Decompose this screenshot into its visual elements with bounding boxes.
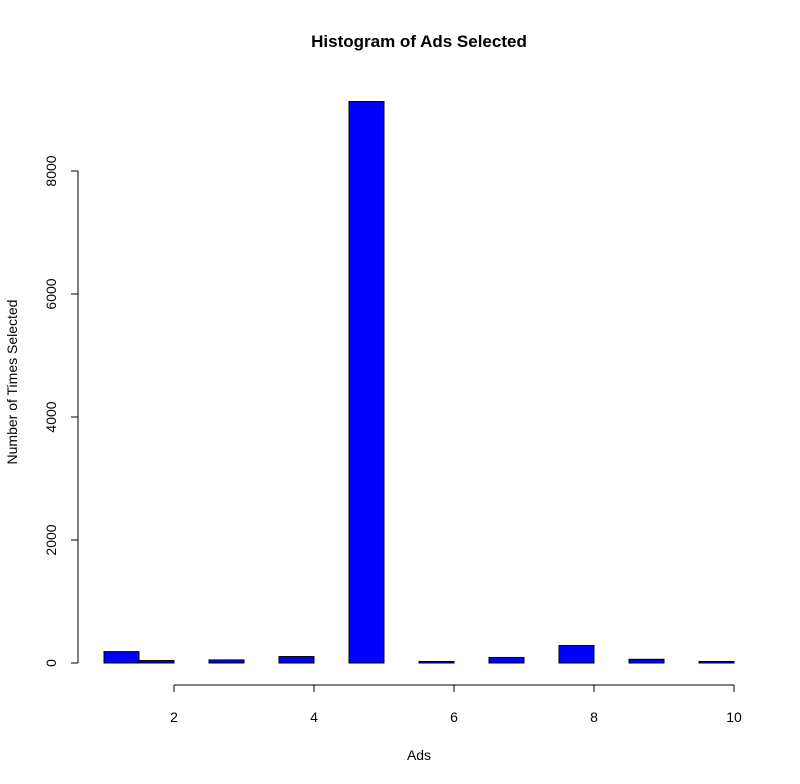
histogram-bar-4 (278, 656, 315, 664)
y-tick-label-6000: 6000 (43, 278, 59, 309)
y-tick-label-4000: 4000 (43, 401, 59, 432)
histogram-bar-7 (488, 656, 525, 664)
x-ticks-group: 2 4 6 8 10 (170, 685, 742, 725)
y-tick-label-2000: 2000 (43, 524, 59, 555)
histogram-bar-9 (628, 658, 665, 664)
bars-group (103, 101, 735, 664)
x-tick-label-8: 8 (590, 709, 598, 725)
histogram-bar-10 (698, 660, 735, 664)
x-tick-label-6: 6 (450, 709, 458, 725)
histogram-bar-3 (208, 659, 245, 664)
x-axis-label: Ads (407, 747, 431, 763)
x-tick-label-10: 10 (726, 709, 742, 725)
histogram-bar-6 (418, 660, 455, 664)
histogram-bar-8 (558, 644, 595, 664)
histogram-bar-2 (138, 660, 175, 664)
histogram-bar-5 (348, 101, 385, 664)
y-ticks-group: 0 2000 4000 6000 8000 (43, 155, 78, 667)
y-axis-label: Number of Times Selected (4, 300, 20, 465)
histogram-bar-1 (103, 651, 140, 664)
y-tick-label-8000: 8000 (43, 155, 59, 186)
chart-title: Histogram of Ads Selected (311, 32, 527, 51)
y-tick-label-0: 0 (43, 659, 59, 667)
x-tick-label-2: 2 (170, 709, 178, 725)
x-tick-label-4: 4 (310, 709, 318, 725)
